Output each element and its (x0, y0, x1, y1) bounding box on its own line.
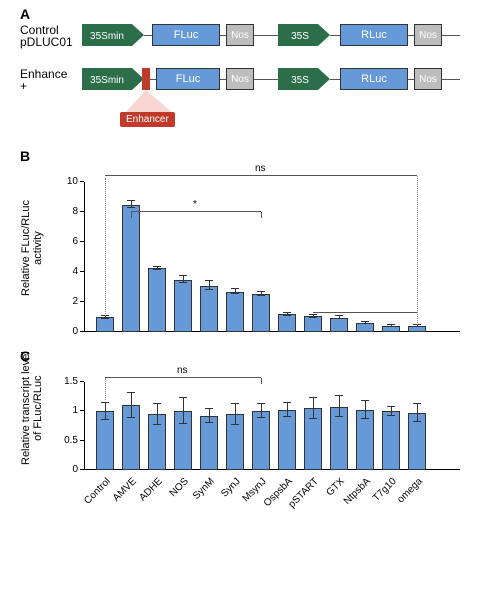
gene-fluc-2: FLuc (156, 68, 220, 90)
y-axis-label: Relative FLuc/RLucactivity (20, 200, 44, 296)
bar (356, 410, 374, 470)
bar (200, 286, 218, 333)
bar (122, 205, 140, 333)
promoter-35smin-2: 35Smin (82, 68, 144, 90)
bar (356, 323, 374, 332)
connector (144, 35, 152, 36)
promoter-35s-2: 35S (278, 68, 330, 90)
y-axis (84, 182, 85, 332)
gene-rluc: RLuc (340, 24, 408, 46)
y-tick-label: 1.5 (60, 376, 78, 387)
bar (330, 318, 348, 332)
y-tick-label: 4 (60, 266, 78, 277)
sig-ns-c: ns (177, 365, 188, 376)
bar (252, 411, 270, 470)
bar (252, 294, 270, 332)
bar (382, 411, 400, 470)
connector (330, 79, 340, 80)
connector (254, 35, 278, 36)
connector (442, 35, 460, 36)
bar (96, 317, 114, 332)
term-nos: Nos (226, 24, 254, 46)
y-tick-label: 6 (60, 236, 78, 247)
enhancer-label-box: Enhancer (120, 112, 175, 127)
bar (278, 314, 296, 332)
y-tick-label: 0.5 (60, 435, 78, 446)
row2-label: Enhance+ (20, 68, 67, 92)
construct-row-enhancer: 35Smin FLuc Nos 35S RLuc Nos (82, 68, 480, 90)
chart-b: 0246810Relative FLuc/RLucactivity*ns (60, 160, 460, 332)
svg-text:35Smin: 35Smin (90, 31, 124, 42)
enhancer-callout-triangle (124, 90, 174, 114)
svg-text:35S: 35S (291, 75, 309, 86)
x-axis (84, 331, 460, 332)
x-axis (84, 469, 460, 470)
panel-b-label: B (20, 148, 30, 164)
term-nos2: Nos (414, 24, 442, 46)
y-tick-label: 10 (60, 176, 78, 187)
y-axis (84, 382, 85, 470)
y-tick-label: 2 (60, 296, 78, 307)
bar (226, 292, 244, 333)
sig-ns: ns (255, 163, 266, 174)
svg-text:35Smin: 35Smin (90, 75, 124, 86)
construct-row-control: 35Smin FLuc Nos 35S RLuc Nos (82, 24, 480, 46)
y-axis-label: Relative transcript levelof FLuc/RLuc (20, 351, 44, 465)
term-nos-2: Nos (226, 68, 254, 90)
gene-fluc: FLuc (152, 24, 220, 46)
bar (304, 316, 322, 332)
connector (330, 35, 340, 36)
y-tick-label: 0 (60, 464, 78, 475)
bar (382, 326, 400, 332)
bar (174, 280, 192, 333)
term-nos2-2: Nos (414, 68, 442, 90)
bar (200, 416, 218, 470)
y-tick-label: 0 (60, 326, 78, 337)
connector (254, 79, 278, 80)
bar (96, 411, 114, 470)
row1-label: ControlpDLUC01 (20, 24, 73, 48)
sig-star: * (193, 199, 197, 210)
bar (408, 326, 426, 332)
panel-a-diagram: ControlpDLUC01 Enhance+ 35Smin FLuc Nos … (20, 10, 480, 140)
connector (442, 79, 460, 80)
y-tick-label: 8 (60, 206, 78, 217)
enhancer-insert (142, 68, 150, 90)
promoter-35smin: 35Smin (82, 24, 144, 46)
y-tick-label: 1 (60, 405, 78, 416)
bar (278, 410, 296, 470)
promoter-35s: 35S (278, 24, 330, 46)
gene-rluc-2: RLuc (340, 68, 408, 90)
chart-c: 00.511.5Relative transcript levelof FLuc… (60, 360, 460, 470)
bar (148, 268, 166, 332)
svg-text:35S: 35S (291, 31, 309, 42)
